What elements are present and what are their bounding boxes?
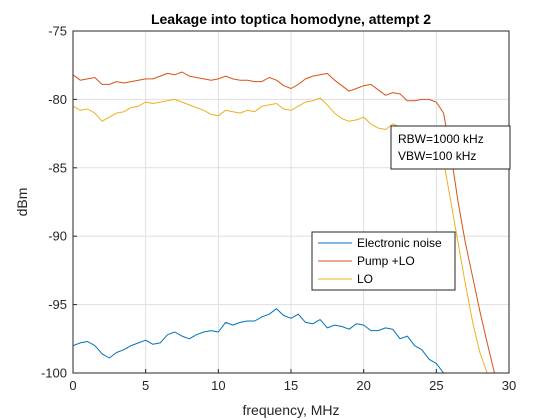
chart-title: Leakage into toptica homodyne, attempt 2 (151, 11, 431, 27)
annotation-line-vbw: VBW=100 kHz (398, 149, 476, 163)
y-tick-label: -95 (48, 297, 67, 312)
legend-label-lo: LO (357, 272, 373, 286)
legend: Electronic noise Pump +LO LO (311, 231, 456, 291)
x-tick-label: 10 (211, 378, 225, 393)
x-tick-label: 30 (502, 378, 516, 393)
x-tick-label: 15 (284, 378, 298, 393)
annotation-box: RBW=1000 kHz VBW=100 kHz (390, 125, 511, 170)
x-tick-label: 20 (356, 378, 370, 393)
x-tick-label: 25 (429, 378, 443, 393)
y-tick-label: -80 (48, 92, 67, 107)
legend-label-electronic-noise: Electronic noise (357, 236, 442, 250)
annotation-line-rbw: RBW=1000 kHz (398, 132, 484, 146)
axis-ticks: 0 5 10 15 20 25 30 -100 -95 -90 -85 -80 -75 (41, 24, 516, 394)
y-tick-label: -85 (48, 160, 67, 175)
y-axis-label: dBm (14, 188, 30, 217)
series-line-electronic-noise (73, 308, 445, 373)
x-tick-label: 5 (142, 378, 149, 393)
y-tick-label: -75 (48, 24, 67, 39)
x-axis-label: frequency, MHz (243, 402, 340, 418)
y-tick-label: -100 (41, 366, 67, 381)
series-line-pump-lo (73, 71, 495, 373)
x-tick-label: 0 (69, 378, 76, 393)
legend-label-pump-lo: Pump +LO (357, 254, 415, 268)
y-tick-label: -90 (48, 229, 67, 244)
